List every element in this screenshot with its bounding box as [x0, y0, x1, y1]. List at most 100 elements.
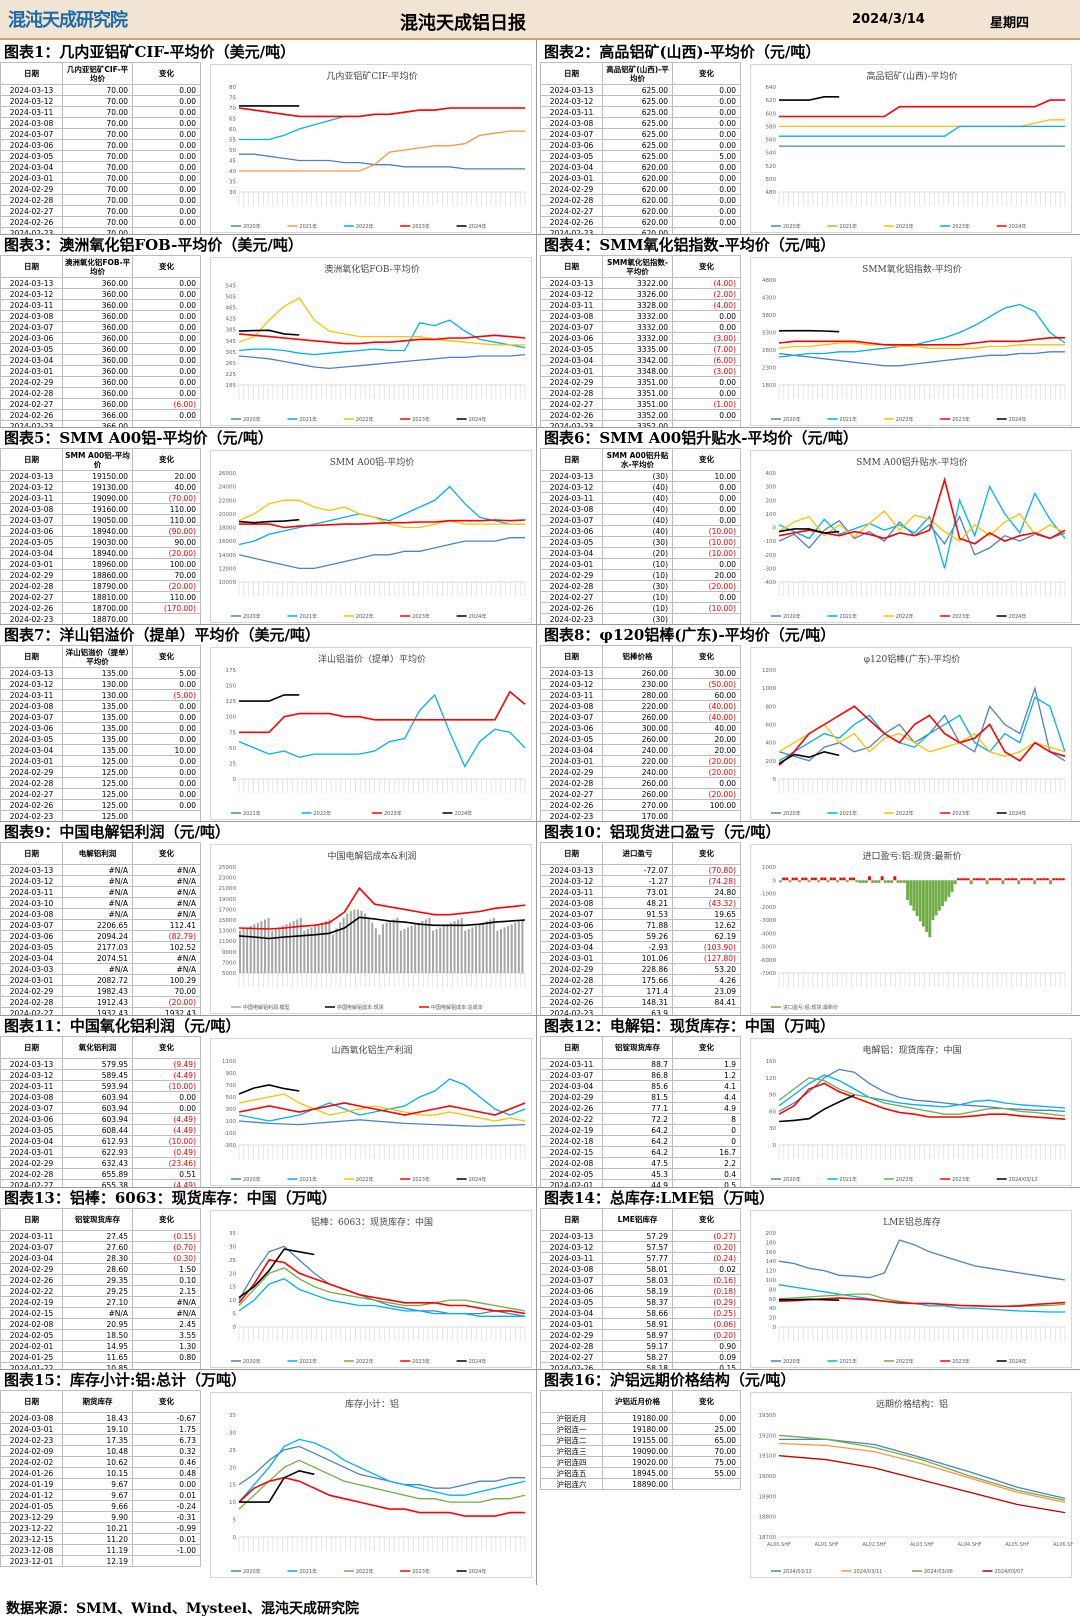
table-cell: (40.00) [672, 711, 741, 723]
table-row: 2024-03-12 57.57 (0.20) [540, 1241, 741, 1253]
bar [310, 927, 313, 973]
table-cell: 2177.03 [62, 941, 133, 953]
bar [278, 927, 281, 973]
table-cell: 70.00 [62, 128, 133, 140]
table-cell: 17.35 [62, 1434, 133, 1446]
y-tick-label: 120 [766, 1269, 777, 1275]
table-cell: (0.16) [672, 1274, 741, 1286]
table-header-cell: 铝锭现货库存 [602, 1036, 673, 1059]
report-date: 2024/3/14 [852, 12, 925, 27]
table-cell: (70.00) [132, 492, 201, 504]
table-cell: 2024-03-04 [540, 547, 603, 559]
legend-label: 2023年 [412, 223, 430, 230]
table-cell: -72.07 [602, 864, 673, 876]
table-cell: 58.27 [602, 1351, 673, 1363]
y-tick-label: 100 [226, 715, 237, 721]
table-row: 2024-01-19 9.67 0.00 [0, 1478, 201, 1490]
table-cell: 0.00 [672, 117, 741, 129]
bar [417, 922, 420, 973]
table-cell: (0.20) [672, 1241, 741, 1253]
series-line [238, 107, 525, 118]
table-cell: 12.19 [62, 1555, 133, 1567]
bar [947, 880, 951, 897]
table-row: 2024-03-04 2074.51 #N/A [0, 952, 201, 964]
bar [292, 921, 295, 973]
bar [877, 880, 881, 883]
panel-title: 图表9：中国电解铝利润（元/吨） [4, 823, 230, 841]
table-cell: 625.00 [602, 128, 673, 140]
table-cell: 2023-12-22 [0, 1522, 63, 1534]
table-cell: 30.00 [672, 667, 741, 679]
table-cell: 2024-02-02 [0, 1456, 63, 1468]
bar [274, 929, 277, 973]
table-row: 2023-12-22 10.21 -0.99 [0, 1522, 201, 1534]
legend-label: 2023年 [412, 1358, 430, 1365]
legend-label: 2023年 [952, 416, 970, 423]
table-cell: (40) [602, 492, 673, 504]
series-line [778, 484, 1066, 569]
table-cell: 2024-02-28 [540, 580, 603, 592]
row-separator [0, 1369, 1080, 1370]
table-row: 2024-02-26 (10) (10.00) [540, 602, 741, 614]
legend-label: 2021年 [299, 416, 317, 423]
table-cell: (10) [602, 602, 673, 614]
table-cell: (43.32) [672, 897, 741, 909]
table-cell: 2024-02-29 [540, 183, 603, 195]
report-header: 混沌天成研究院 混沌天成铝日报 2024/3/14 星期四 [0, 0, 1080, 40]
table-cell: 2024-03-01 [0, 974, 63, 986]
table-cell: 2024-03-06 [0, 1113, 63, 1125]
y-tick-label: -300 [764, 566, 777, 572]
chart-svg: 高品铝矿(山西)-平均价 480 500 520 540 560 580 600 620 640 2… [766, 70, 1066, 230]
table-cell: 19030.00 [62, 536, 133, 548]
table-cell: 27.60 [62, 1241, 133, 1253]
table-header-cell: 日期 [0, 842, 63, 865]
panel-title: 图表11：中国氧化铝利润（元/吨） [4, 1017, 241, 1035]
bar [449, 922, 452, 973]
table-cell: 70.00 [62, 205, 133, 217]
y-tick-label: 305 [226, 350, 237, 356]
series-line [238, 537, 525, 570]
table-cell: 2024-03-12 [0, 678, 63, 690]
panel-title: 图表5：SMM A00铝-平均价（元/吨） [4, 429, 273, 447]
table-row: 2024-03-05 58.37 (0.29) [540, 1296, 741, 1308]
table-row: 2024-02-28 175.66 4.26 [540, 974, 741, 986]
panel-title: 图表10：铝现货进口盈亏（元/吨） [544, 823, 781, 841]
y-tick-label: 100 [226, 1119, 237, 1125]
chart-panel-16: 图表16：沪铝远期价格结构（元/吨） 沪铝近月价格 变化 沪铝近月 19180.00 0.… [540, 1370, 1080, 1580]
table-cell: 0.5 [672, 1179, 741, 1188]
bar [1055, 878, 1059, 881]
table-row: 2024-03-12 589.45 (4.49) [0, 1069, 201, 1081]
table-cell: (103.90) [672, 941, 741, 953]
table-cell: 40.00 [132, 481, 201, 493]
bar [496, 930, 499, 973]
y-tick-label: 160 [766, 1250, 777, 1256]
table-row: 2024-03-11 27.45 (0.15) [0, 1230, 201, 1242]
series-line [778, 1297, 1066, 1308]
table-cell: 3332.00 [602, 332, 673, 344]
bar [253, 924, 256, 973]
chart-panel-13: 图表13：铝棒：6063：现货库存：中国（万吨） 日期 铝锭现货库存 变化 2024-0… [0, 1188, 540, 1370]
bar [485, 921, 488, 973]
table-cell: 2024-02-05 [0, 1329, 63, 1341]
bar [922, 880, 925, 927]
table-row: 2024-02-28 260.00 0.00 [540, 777, 741, 789]
table-row: 2024-03-06 71.88 12.62 [540, 919, 741, 931]
table-cell: (10.00) [132, 1080, 201, 1092]
table-cell: 0.32 [132, 1445, 201, 1457]
table-cell: 2024-03-04 [0, 354, 63, 366]
table-cell: (0.06) [672, 1318, 741, 1330]
table-cell: 2024-02-27 [540, 788, 603, 800]
table-header-cell: 变化 [672, 62, 741, 85]
legend-label: 2024年 [1009, 1358, 1027, 1365]
y-tick-label: 5 [233, 1312, 237, 1318]
table-cell: 0.00 [132, 387, 201, 399]
table-cell: 2024-03-06 [540, 139, 603, 151]
chart-panel-11: 图表11：中国氧化铝利润（元/吨） 日期 氧化铝利润 变化 2024-03-13 579.… [0, 1016, 540, 1188]
table-cell: 2024-01-12 [0, 1489, 63, 1501]
table-cell: 2024-03-01 [0, 558, 63, 570]
table-cell: 70.00 [62, 106, 133, 118]
table-cell: 620.00 [602, 183, 673, 195]
legend-label: 2020年 [243, 1568, 261, 1575]
table-cell: 125.00 [62, 788, 133, 800]
table-row: 2024-03-08 48.21 (43.32) [540, 897, 741, 909]
